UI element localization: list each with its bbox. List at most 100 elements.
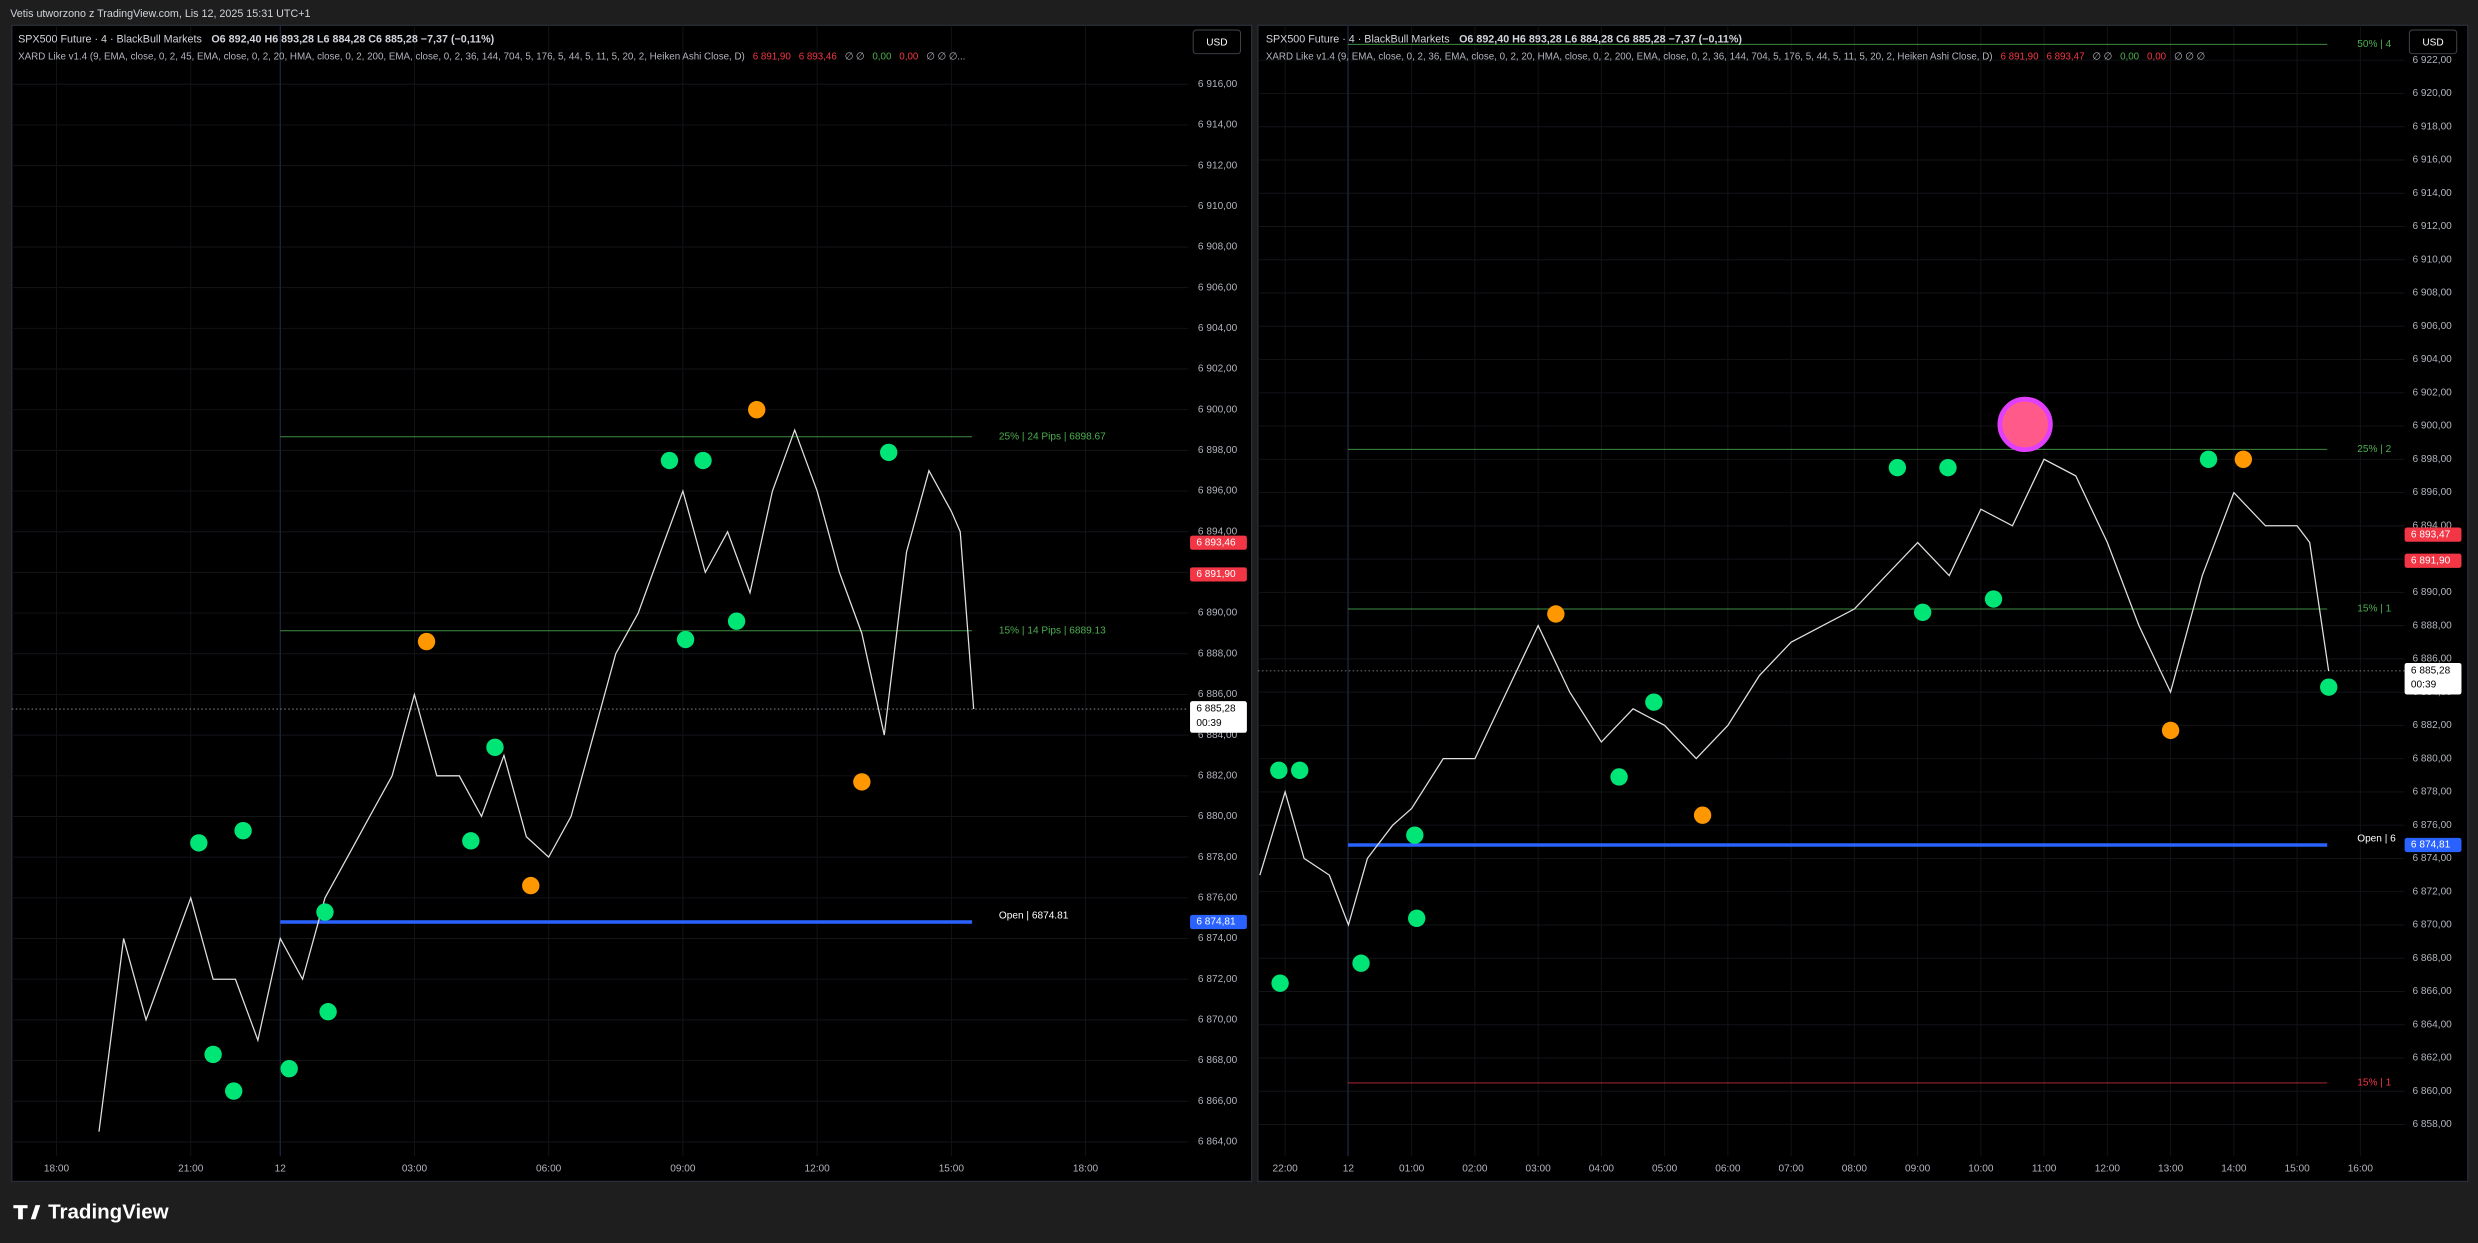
x-tick-label: 12	[1343, 1163, 1355, 1174]
y-tick-label: 6 916,00	[1198, 79, 1238, 90]
currency-button[interactable]	[1192, 29, 1242, 55]
y-tick-label: 6 896,00	[2413, 487, 2453, 498]
signal-marker	[1984, 590, 2003, 608]
y-tick-label: 6 914,00	[2413, 188, 2453, 199]
price-badge-label: 6 885,28	[1196, 704, 1236, 715]
price-badge-label: 6 885,28	[2411, 666, 2451, 677]
y-tick-label: 6 906,00	[1198, 282, 1238, 293]
signal-marker	[727, 612, 746, 630]
x-tick-label: 05:00	[1652, 1163, 1678, 1174]
page-title: Vetis utworzono z TradingView.com, Lis 1…	[10, 8, 310, 20]
y-tick-label: 6 886,00	[1198, 689, 1238, 700]
signal-marker	[1352, 954, 1370, 972]
x-tick-label: 06:00	[1715, 1163, 1741, 1174]
y-tick-label: 6 870,00	[2413, 920, 2453, 931]
y-tick-label: 6 906,00	[2413, 321, 2453, 332]
signal-marker	[1408, 909, 1426, 928]
chart-title: SPX500 Future · 4 · BlackBull Markets	[18, 33, 202, 45]
signal-marker	[234, 822, 252, 840]
chart-panel: 6 864,00 6 866,00 6 868,00 6 870,00 6 872,00…	[11, 24, 1253, 1183]
y-tick-label: 6 918,00	[2413, 121, 2453, 132]
x-tick-label: 11:00	[2032, 1163, 2057, 1174]
signal-marker	[660, 451, 679, 470]
x-tick-label: 01:00	[1399, 1163, 1425, 1174]
y-tick-label: 6 876,00	[1198, 892, 1238, 903]
signal-marker	[1270, 761, 1288, 779]
chart-panel: 6 858,00 6 860,00 6 862,00 6 864,00 6 866,00…	[1257, 24, 2469, 1183]
y-tick-label: 6 888,00	[1198, 648, 1238, 659]
currency-label[interactable]: USD	[2422, 37, 2443, 48]
indicator-value: ∅ ∅ ∅...	[926, 51, 965, 62]
price-line	[1259, 458, 2330, 927]
price-badge-label: 6 893,47	[2411, 529, 2451, 540]
indicator-value: 0,00	[2120, 51, 2140, 62]
x-tick-label: 09:00	[1905, 1163, 1931, 1174]
level-label: 15% | 14 Pips | 6889.13	[999, 625, 1106, 636]
currency-label[interactable]: USD	[1206, 37, 1227, 48]
y-tick-label: 6 898,00	[1198, 445, 1238, 456]
y-tick-label: 6 880,00	[2413, 753, 2453, 764]
x-tick-label: 09:00	[670, 1163, 696, 1174]
y-tick-label: 6 882,00	[1198, 770, 1238, 781]
y-tick-label: 6 902,00	[1198, 364, 1238, 375]
y-tick-label: 6 898,00	[2413, 454, 2453, 465]
signal-marker	[1645, 693, 1663, 711]
y-tick-label: 6 900,00	[2413, 421, 2453, 432]
signal-marker	[1547, 605, 1565, 623]
y-tick-label: 6 900,00	[1198, 404, 1238, 415]
y-tick-label: 6 874,00	[1198, 933, 1238, 944]
level-label: Open | 6	[2357, 833, 2396, 844]
x-tick-label: 18:00	[1073, 1163, 1099, 1174]
x-tick-label: 12:00	[2095, 1163, 2121, 1174]
indicator-value: 0,00	[872, 51, 892, 62]
currency-button[interactable]	[2408, 29, 2458, 55]
signal-marker	[1888, 458, 1907, 477]
signal-marker	[190, 834, 208, 852]
signal-marker	[748, 400, 766, 419]
price-badge	[1190, 535, 1247, 550]
y-tick-label: 6 864,00	[1198, 1137, 1238, 1148]
y-tick-label: 6 912,00	[2413, 221, 2453, 232]
y-tick-label: 6 860,00	[2413, 1086, 2453, 1097]
signal-marker	[2199, 450, 2218, 469]
x-tick-label: 15:00	[2284, 1163, 2310, 1174]
y-tick-label: 6 912,00	[1198, 160, 1238, 171]
x-tick-label: 18:00	[44, 1163, 70, 1174]
indicator: XARD Like v1.4 (9, EMA, close, 0, 2, 45,…	[18, 51, 745, 62]
signal-marker	[1406, 826, 1424, 844]
ohlc: O6 892,40 H6 893,28 L6 884,28 C6 885,28 …	[1459, 33, 1742, 45]
level-label: 50% | 4	[2357, 39, 2391, 50]
y-tick-label: 6 910,00	[2413, 254, 2453, 265]
indicator-value: 6 893,47	[2046, 51, 2084, 62]
signal-marker	[1291, 761, 1309, 779]
indicator-value: 0,00	[2147, 51, 2167, 62]
x-tick-label: 03:00	[1526, 1163, 1552, 1174]
x-tick-label: 03:00	[402, 1163, 428, 1174]
y-tick-label: 6 908,00	[2413, 288, 2453, 299]
x-tick-label: 22:00	[1273, 1163, 1299, 1174]
price-badge-label: 6 893,46	[1196, 537, 1236, 548]
y-tick-label: 6 882,00	[2413, 720, 2453, 731]
y-tick-label: 6 868,00	[2413, 953, 2453, 964]
y-tick-label: 6 872,00	[1198, 974, 1238, 985]
level-label: 25% | 24 Pips | 6898.67	[999, 431, 1106, 442]
y-tick-label: 6 888,00	[2413, 620, 2453, 631]
indicator-value: ∅ ∅ ∅	[2174, 51, 2205, 62]
y-tick-label: 6 902,00	[2413, 387, 2453, 398]
x-tick-label: 15:00	[939, 1163, 965, 1174]
price-badge	[2404, 553, 2462, 568]
y-tick-label: 6 858,00	[2413, 1119, 2453, 1130]
y-tick-label: 6 908,00	[1198, 242, 1238, 253]
y-tick-label: 6 890,00	[2413, 587, 2453, 598]
price-badge-label: 6 891,90	[1196, 569, 1236, 580]
y-tick-label: 6 894,00	[2413, 521, 2453, 532]
y-tick-label: 6 870,00	[1198, 1015, 1238, 1026]
price-badge	[1190, 701, 1247, 733]
indicator-value: 6 893,46	[799, 51, 838, 62]
signal-marker	[2320, 678, 2338, 696]
indicator-value: 6 891,90	[2000, 51, 2039, 62]
y-tick-label: 6 886,00	[2413, 654, 2453, 665]
signal-marker	[1913, 603, 1932, 622]
